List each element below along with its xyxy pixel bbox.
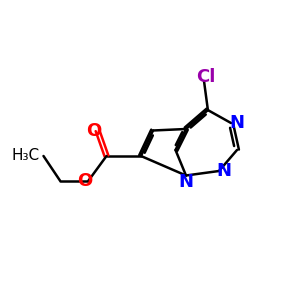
- Text: O: O: [86, 122, 101, 140]
- Text: O: O: [77, 172, 92, 190]
- Text: N: N: [229, 114, 244, 132]
- Text: N: N: [178, 173, 194, 191]
- Text: H₃C: H₃C: [12, 148, 40, 164]
- Text: Cl: Cl: [196, 68, 215, 86]
- Text: N: N: [216, 162, 231, 180]
